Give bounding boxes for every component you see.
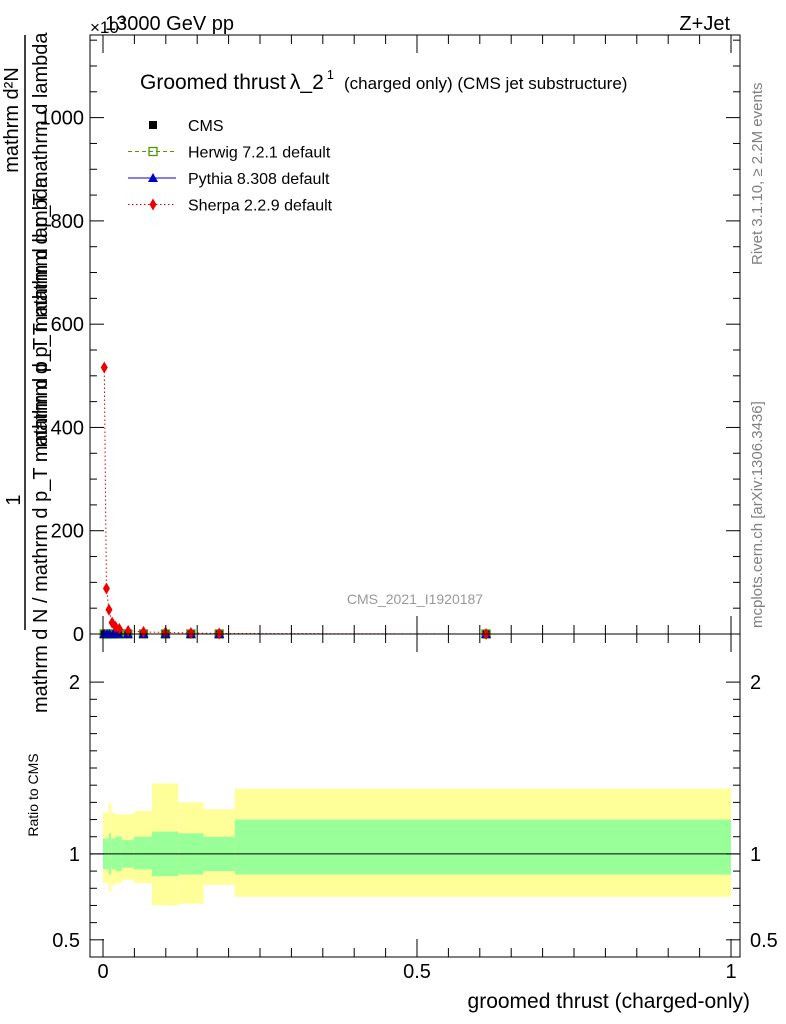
scale-prefix: ×10: [90, 18, 119, 37]
title-main: Groomed thrust: [140, 71, 286, 94]
series-sherpa: [100, 361, 490, 640]
legend-marker: [149, 121, 157, 129]
legend-label: CMS: [188, 118, 224, 135]
data-point: [140, 625, 148, 638]
x-tick-label: 1: [725, 961, 736, 983]
energy-label: 13000 GeV pp: [105, 13, 234, 35]
legend-label: Herwig 7.2.1 default: [188, 145, 331, 162]
ratio-plot-panel: 0.5 0.51 12 2 0 0.5 1 Ratio to CMS groomed th…: [25, 35, 778, 1013]
y-tick-label: 800: [51, 211, 84, 233]
y-tick-label: 0: [73, 624, 84, 646]
inner-uncertainty-band: [234, 819, 731, 875]
ratio-tick-label: 2: [69, 672, 80, 694]
ratio-tick-label-right: 1: [750, 844, 761, 866]
ratio-y-axis: 0.5 0.5 1 1 2 2: [52, 672, 778, 952]
data-point: [105, 603, 113, 616]
ratio-tick-label-right: 0.5: [750, 930, 778, 952]
data-point: [187, 626, 195, 639]
watermark: CMS_2021_I1920187: [347, 591, 483, 607]
inner-uncertainty-band: [133, 836, 152, 870]
y-tick-label: 600: [51, 314, 84, 336]
ratio-bands: [90, 783, 740, 906]
plot-title: Groomed thrust λ_2 1 (charged only) (CMS je…: [140, 67, 627, 94]
mcplots-label: mcplots.cern.ch [arXiv:1306.3436]: [749, 401, 766, 628]
x-tick-label: 0.5: [403, 961, 431, 983]
y-label-numerator: 1: [3, 494, 25, 505]
ratio-y-label: Ratio to CMS: [25, 753, 41, 836]
legend-marker: [148, 146, 158, 157]
title-superscript: 1: [327, 67, 334, 82]
legend-label: Pythia 8.308 default: [188, 171, 330, 188]
y-label-bottom: mathrm d N / mathrm d p_T mathrm d p_T m…: [30, 176, 52, 713]
y-label-mid: mathrm d p_T mathrm d p_T mathrm d lambd…: [30, 32, 52, 448]
ratio-tick-label: 0.5: [52, 930, 80, 952]
x-axis-label: groomed thrust (charged-only): [468, 990, 750, 1013]
main-y-axis-label: 1 mathrm d²N mathrm d p_T mathrm d p_T m…: [1, 32, 52, 713]
data-point: [115, 622, 123, 635]
legend: CMS Herwig 7.2.1 default Pythia 8.308 defa…: [128, 118, 333, 215]
legend-marker: [148, 173, 158, 182]
y-label-top: mathrm d²N: [1, 67, 23, 173]
y-tick-label: 1000: [40, 108, 85, 130]
x-axis: 0 0.5 1: [97, 35, 737, 983]
legend-label: Sherpa 2.2.9 default: [188, 198, 333, 215]
y-tick-label: 200: [51, 521, 84, 543]
scale-multiplier: ×103: [90, 13, 126, 37]
title-lambda: λ_2: [290, 71, 324, 94]
y-tick-label: 400: [51, 417, 84, 439]
legend-marker: [149, 198, 157, 211]
data-point: [102, 582, 110, 595]
ratio-tick-label-right: 2: [750, 672, 761, 694]
main-y-axis: 0 200 400 600 800 1000: [40, 39, 740, 646]
data-point: [100, 361, 108, 374]
rivet-version-label: Rivet 3.1.10, ≥ 2.2M events: [749, 83, 766, 266]
x-tick-label: 0: [97, 961, 108, 983]
ratio-plot-frame: [89, 633, 741, 958]
ratio-tick-label: 1: [69, 844, 80, 866]
scale-exponent: 3: [119, 13, 126, 27]
process-label: Z+Jet: [679, 13, 730, 35]
main-plot-panel: 0 200 400 600 800 1000 CMS_2021_I1920187 Groo…: [1, 32, 741, 713]
data-point: [215, 627, 223, 640]
title-tail: (charged only) (CMS jet substructure): [344, 74, 627, 93]
